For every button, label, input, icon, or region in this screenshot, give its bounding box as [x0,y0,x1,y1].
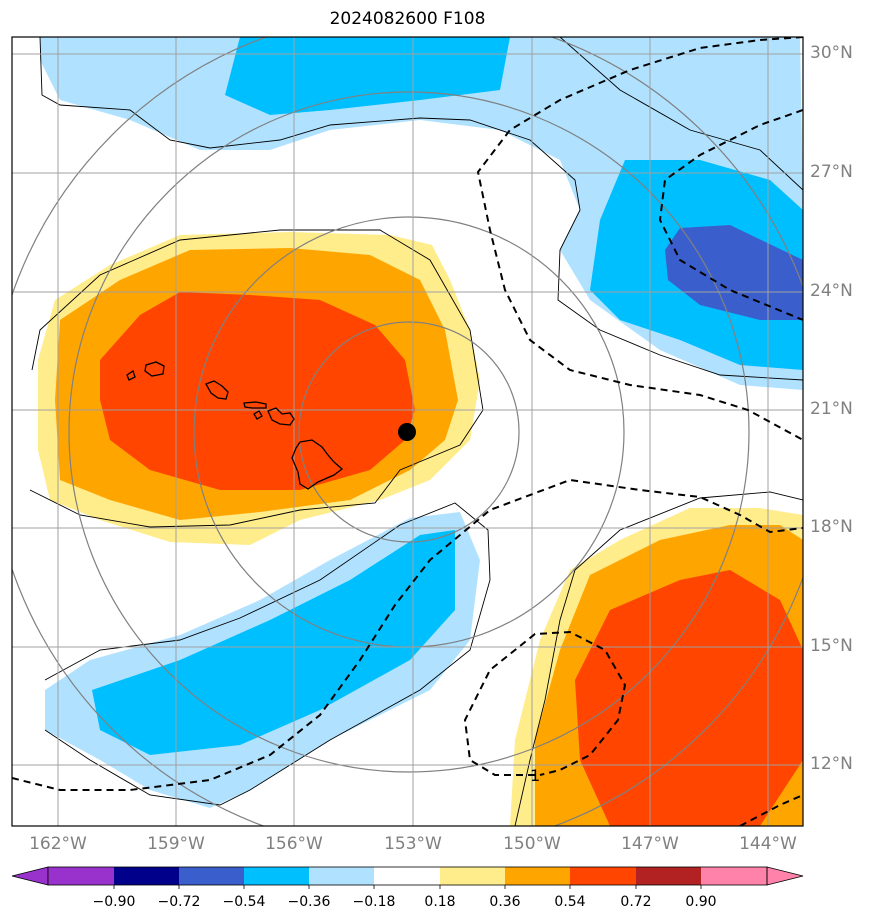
pos-region-hawaii-dark [100,292,415,490]
lon-label-144w: 144°W [739,834,797,854]
lon-label-150w: 150°W [503,834,561,854]
colorbar-over-arrow [766,866,804,886]
dashed-contours [12,37,803,826]
colorbar-tick-label: 0.72 [620,894,652,910]
storm-center-marker [398,423,416,441]
colorbar-tick-label: −0.72 [157,894,201,910]
island-kauai [144,361,165,377]
graticule [12,37,803,826]
colorbar-tick-label: −0.36 [287,894,331,910]
island-lanai [253,410,263,420]
map-frame [11,36,804,827]
lat-label-27n: 27°N [810,162,853,182]
colorbar-tick-label: 0.36 [489,894,521,910]
lat-label-30n: 30°N [810,43,853,63]
lon-label-147w: 147°W [621,834,679,854]
lon-label-153w: 153°W [384,834,442,854]
filled-contours [38,37,803,826]
island-molokai [243,401,267,409]
lon-label-156w: 156°W [265,834,323,854]
lat-label-12n: 12°N [810,754,853,774]
colorbar [11,866,804,889]
hawaiian-islands [126,361,344,490]
colorbar-tick-label: 0.18 [424,894,456,910]
colorbar-tick-label: −0.18 [352,894,396,910]
colorbar-tick-label: 0.90 [685,894,717,910]
neg-region-north-mid [225,37,510,115]
map-title: 2024082600 F108 [329,9,486,29]
colorbar-tick-label: −0.90 [92,894,136,910]
lon-label-162w: 162°W [29,834,87,854]
colorbar-tick-label: −0.54 [222,894,266,910]
lat-label-15n: 15°N [810,636,853,656]
lat-label-21n: 21°N [810,399,853,419]
contour-label: 1 [530,766,540,785]
pos-region-se-dark [575,570,803,826]
lon-label-159w: 159°W [147,834,205,854]
island-oahu [205,380,229,400]
island-hawaii [291,439,344,490]
lat-label-18n: 18°N [810,517,853,537]
island-niihau [126,369,136,381]
island-maui [267,407,295,426]
colorbar-under-arrow [11,866,49,886]
lat-label-24n: 24°N [810,281,853,301]
neg-region-sw-mid [92,530,455,755]
colorbar-tick-label: 0.54 [554,894,586,910]
